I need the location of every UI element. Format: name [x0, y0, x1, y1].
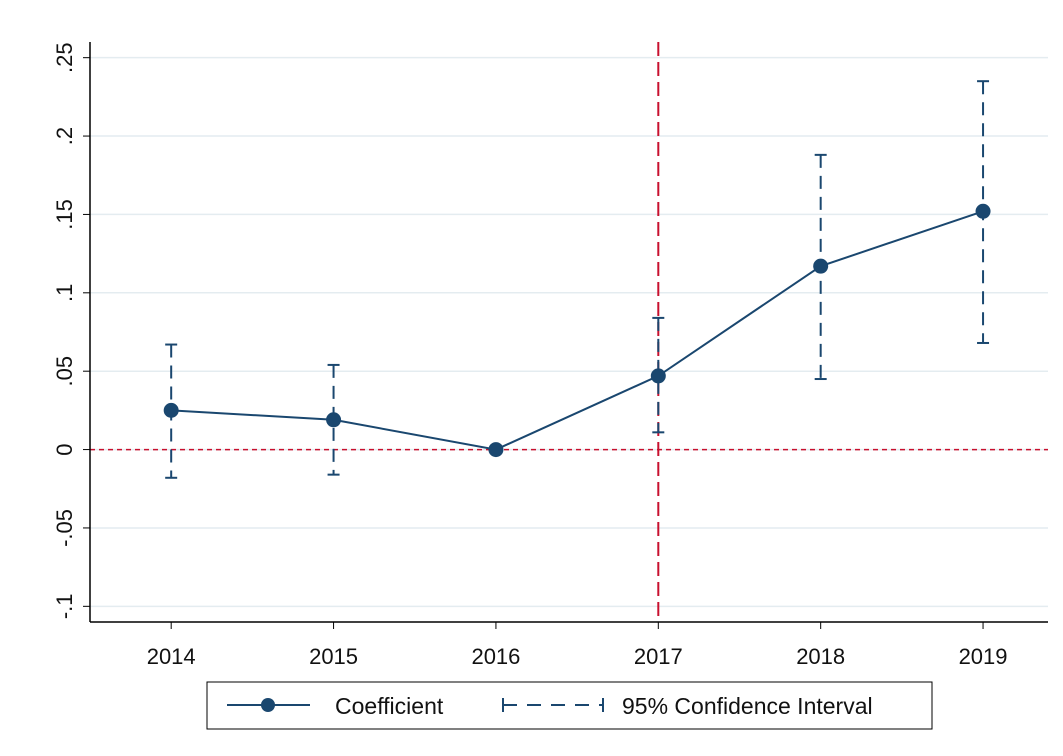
y-tick-label: .15: [52, 199, 77, 230]
legend-box: [206, 681, 933, 730]
y-tick-label: .2: [52, 127, 77, 145]
x-tick-label: 2016: [471, 644, 520, 669]
y-tick-label: -.05: [52, 509, 77, 547]
reference-lines: [90, 42, 1048, 622]
coefficient-point: [488, 442, 504, 458]
coefficient-line: [171, 210, 984, 451]
x-tick-label: 2015: [309, 644, 358, 669]
legend-coefficient-label: Coefficient: [335, 693, 444, 719]
y-tick-label: .25: [52, 42, 77, 73]
x-tick-label: 2018: [796, 644, 845, 669]
legend: Coefficient 95% Confidence Interval: [206, 681, 933, 730]
coefficient-point: [975, 203, 991, 219]
y-tick-label: .05: [52, 356, 77, 387]
legend-ci-label: 95% Confidence Interval: [622, 693, 873, 719]
x-tick-label: 2014: [147, 644, 196, 669]
legend-coefficient-marker-icon: [261, 698, 275, 712]
y-tick-label: 0: [52, 443, 77, 455]
x-tick-label: 2017: [634, 644, 683, 669]
coefficient-point: [326, 412, 342, 428]
y-tick-label: -.1: [52, 593, 77, 619]
x-tick-label: 2019: [959, 644, 1008, 669]
coefficient-series-line: [171, 210, 984, 451]
y-tick-label: .1: [52, 284, 77, 302]
coefficient-point: [163, 402, 179, 418]
coefficient-point: [650, 368, 666, 384]
coefficient-point: [813, 258, 829, 274]
axes: -.1 -.05 0 .05 .1 .15 .2 .25 2014 2015 2016 2017 201…: [52, 42, 1048, 669]
coefficient-points: [163, 203, 991, 458]
